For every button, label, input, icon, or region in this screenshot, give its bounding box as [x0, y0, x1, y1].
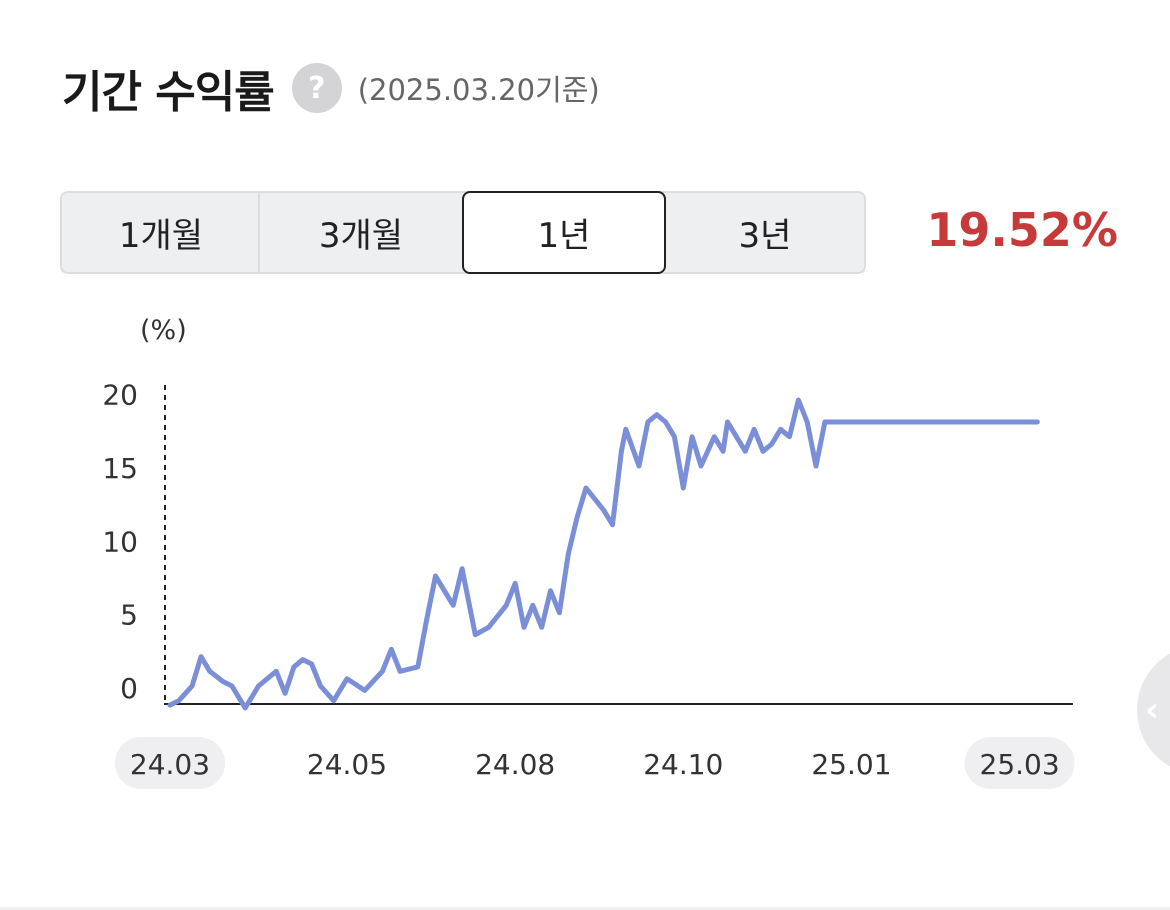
tab-1-year[interactable]: 1년 — [462, 191, 666, 274]
x-tick-highlight — [115, 737, 225, 789]
tab-1-month[interactable]: 1개월 — [62, 193, 260, 272]
bottom-divider — [0, 907, 1170, 910]
y-tick-label: 15 — [102, 452, 138, 485]
x-tick-label: 24.08 — [475, 748, 555, 781]
x-tick-label: 25.01 — [811, 748, 891, 781]
title-row: 기간 수익률 ? (2025.03.20기준) — [62, 58, 600, 118]
basis-date: (2025.03.20기준) — [357, 73, 600, 107]
chevron-left-icon: ‹ — [1145, 690, 1160, 730]
return-chart: (%) 0 5 10 15 20 24.03 24.05 24.08 24.10 25.01 25… — [102, 315, 1075, 789]
y-axis-unit-label: (%) — [140, 315, 187, 346]
y-tick-label: 10 — [102, 525, 138, 558]
y-tick-label: 0 — [120, 672, 138, 705]
x-tick-label: 24.10 — [643, 748, 723, 781]
period-return-value: 19.52% — [926, 203, 1118, 257]
x-tick-highlight — [964, 737, 1075, 789]
x-tick-label: 25.03 — [980, 748, 1060, 781]
tab-3-years[interactable]: 3년 — [738, 216, 792, 256]
x-tick-label: 24.05 — [307, 748, 387, 781]
page-title: 기간 수익률 — [62, 67, 275, 118]
help-icon[interactable]: ? — [291, 63, 342, 113]
y-tick-label: 20 — [102, 379, 138, 412]
tab-3-months[interactable]: 3개월 — [318, 216, 404, 256]
x-tick-label: 24.03 — [130, 748, 210, 781]
period-tabs: 1개월 3개월 1년 3년 — [60, 191, 866, 274]
return-line-series — [167, 397, 1040, 711]
y-tick-label: 5 — [120, 599, 138, 632]
